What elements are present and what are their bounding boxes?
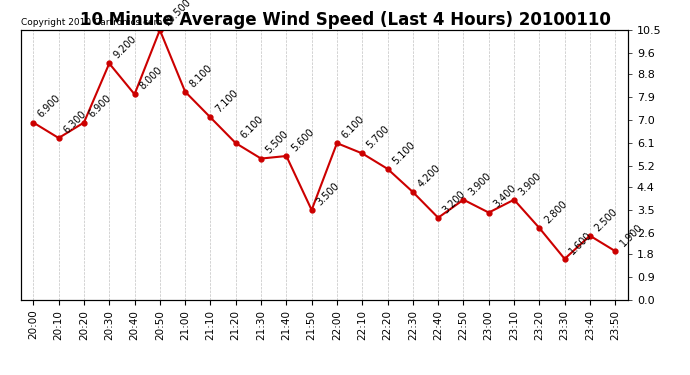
Text: 6.900: 6.900: [87, 93, 113, 120]
Text: 1.600: 1.600: [567, 230, 594, 256]
Text: 3.400: 3.400: [491, 183, 518, 210]
Text: 3.200: 3.200: [441, 188, 468, 215]
Text: 3.900: 3.900: [466, 170, 493, 197]
Text: 8.000: 8.000: [137, 65, 164, 92]
Text: 7.100: 7.100: [213, 88, 240, 115]
Text: 6.300: 6.300: [61, 109, 88, 135]
Text: 9.200: 9.200: [112, 34, 139, 61]
Text: 3.900: 3.900: [517, 170, 543, 197]
Text: 5.700: 5.700: [365, 124, 392, 151]
Text: 4.200: 4.200: [415, 163, 442, 189]
Text: 6.100: 6.100: [339, 114, 366, 140]
Text: 3.500: 3.500: [315, 181, 341, 207]
Text: 5.600: 5.600: [289, 127, 316, 153]
Text: 8.100: 8.100: [188, 62, 215, 89]
Text: 5.100: 5.100: [391, 140, 417, 166]
Text: 10 Minute Average Wind Speed (Last 4 Hours) 20100110: 10 Minute Average Wind Speed (Last 4 Hou…: [79, 11, 611, 29]
Text: 5.500: 5.500: [264, 129, 290, 156]
Text: Copyright 2010 Cartronics.com: Copyright 2010 Cartronics.com: [21, 18, 162, 27]
Text: 1.900: 1.900: [618, 222, 644, 248]
Text: 6.900: 6.900: [36, 93, 63, 120]
Text: 2.800: 2.800: [542, 199, 569, 225]
Text: 6.100: 6.100: [239, 114, 265, 140]
Text: 10.500: 10.500: [163, 0, 194, 27]
Text: 2.500: 2.500: [593, 206, 620, 233]
